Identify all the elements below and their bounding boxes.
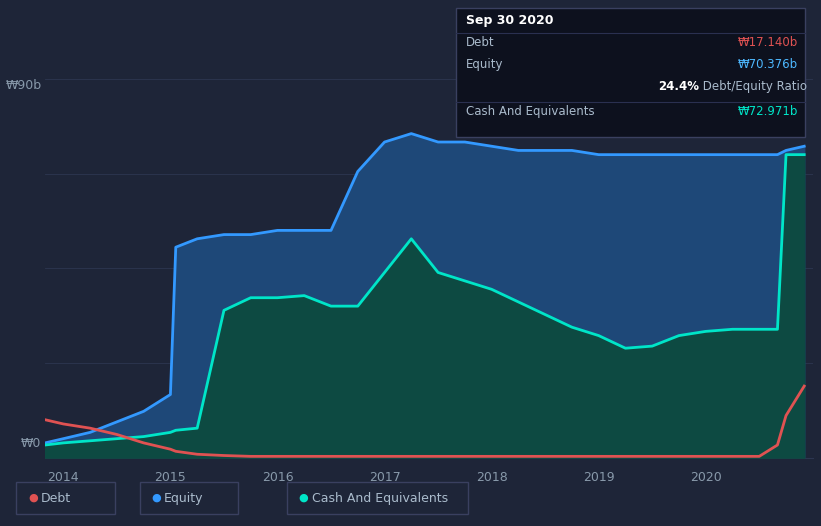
Text: Equity: Equity [466,58,504,72]
Text: Cash And Equivalents: Cash And Equivalents [312,492,448,504]
Text: ₩90b: ₩90b [5,79,41,92]
Text: ₩72.971b: ₩72.971b [737,105,798,118]
Text: 24.4%: 24.4% [658,80,699,94]
Text: ₩0: ₩0 [21,437,41,450]
Text: Debt: Debt [466,36,495,49]
Text: ₩70.376b: ₩70.376b [738,58,798,72]
Text: Sep 30 2020: Sep 30 2020 [466,14,554,27]
Text: ₩17.140b: ₩17.140b [738,36,798,49]
Text: Debt/Equity Ratio: Debt/Equity Ratio [699,80,808,94]
Text: ●: ● [28,493,38,503]
Text: Debt: Debt [41,492,71,504]
Text: ●: ● [299,493,309,503]
Text: Cash And Equivalents: Cash And Equivalents [466,105,595,118]
Text: ●: ● [151,493,161,503]
Text: Equity: Equity [164,492,204,504]
